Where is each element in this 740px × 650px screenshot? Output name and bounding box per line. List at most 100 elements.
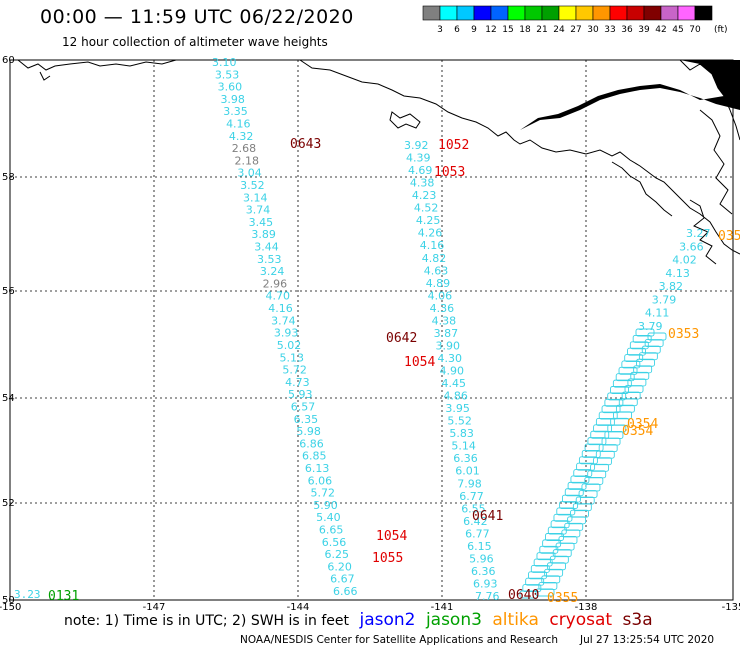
time-label-0643: 0643 xyxy=(290,137,321,152)
latitude-label: 50 xyxy=(2,595,15,606)
wave-height-value: 3.95 xyxy=(445,402,470,415)
wave-height-value: 4.16 xyxy=(420,239,445,252)
generated-timestamp: Jul 27 13:25:54 UTC 2020 xyxy=(580,634,715,646)
dense-track-mark xyxy=(567,516,587,525)
wave-height-value: 6.57 xyxy=(291,400,316,413)
time-label-0641: 0641 xyxy=(472,509,503,524)
dense-track-mark xyxy=(632,334,652,343)
dense-track-mark xyxy=(522,584,542,593)
credit-line: NOAA/NESDIS Center for Satellite Applica… xyxy=(240,634,558,646)
dense-track-mark xyxy=(610,386,629,394)
wave-height-value: 6.15 xyxy=(467,540,492,553)
wave-height-value: 7.76 xyxy=(475,590,500,603)
wave-height-value: 3.52 xyxy=(240,179,264,192)
wave-height-value: 6.77 xyxy=(459,490,484,503)
dense-track-mark xyxy=(590,430,610,439)
wave-height-value: 3.44 xyxy=(254,241,278,254)
wave-height-value: 4.45 xyxy=(441,377,466,390)
dense-track-mark xyxy=(601,437,621,446)
legend-swatch xyxy=(694,5,713,21)
dense-track-mark xyxy=(564,488,584,497)
time-label-0131: 0131 xyxy=(48,589,79,604)
legend-tick-label: 30 xyxy=(587,25,599,35)
dense-track-mark xyxy=(578,490,598,498)
wave-height-value: 3.53 xyxy=(215,68,240,81)
wave-height-value: 6.93 xyxy=(473,577,498,590)
wave-height-value: 4.25 xyxy=(416,214,441,227)
wave-height-value: 4.38 xyxy=(432,314,457,327)
wave-height-value: 2.96 xyxy=(263,277,288,290)
satellite-jason3: jason3 xyxy=(425,610,482,630)
dense-track-mark xyxy=(561,494,581,503)
wave-height-value: 6.85 xyxy=(302,450,327,463)
longitude-label: -150 xyxy=(0,602,21,613)
time-label-1053: 1053 xyxy=(434,165,465,180)
wave-height-value: 5.72 xyxy=(282,364,307,377)
wave-height-value: 4.30 xyxy=(438,352,463,365)
dense-track-mark xyxy=(519,590,539,599)
track-c-values: 3.273.664.024.133.823.794.113.79 xyxy=(638,227,711,333)
longitude-label: -141 xyxy=(431,602,454,613)
wave-height-value: 6.25 xyxy=(325,548,350,561)
dense-track-mark xyxy=(618,366,638,375)
wave-height-value: 5.14 xyxy=(451,440,476,453)
legend-tick-label: 21 xyxy=(536,25,547,35)
coastline xyxy=(17,59,740,265)
dense-track-mark xyxy=(615,373,635,382)
satellite-jason2: jason2 xyxy=(359,610,416,630)
dense-track-mark xyxy=(621,360,641,369)
time-label-1052: 1052 xyxy=(438,138,469,153)
wave-height-value: 3.74 xyxy=(271,314,296,327)
dense-track-mark xyxy=(561,529,581,538)
legend-tick-label: 9 xyxy=(471,25,477,35)
page-title: 00:00 — 11:59 UTC 06/22/2020 xyxy=(40,6,354,28)
time-label-1055: 1055 xyxy=(372,551,403,566)
dense-track-mark xyxy=(604,431,624,439)
longitude-label: -135 xyxy=(722,602,740,613)
legend-tick-label: 27 xyxy=(570,25,581,35)
dense-track-mark xyxy=(553,513,573,522)
edge-value-323: 3.23 xyxy=(14,588,41,601)
longitude-label: -144 xyxy=(287,602,310,613)
dense-track-mark xyxy=(636,358,655,367)
legend-tick-label: 39 xyxy=(638,25,650,35)
wave-height-value: 4.70 xyxy=(265,290,290,303)
dense-track-mark xyxy=(576,462,596,471)
wave-height-value: 3.53 xyxy=(257,253,282,266)
wave-height-value: 3.79 xyxy=(652,293,677,306)
wave-height-value: 4.38 xyxy=(410,177,435,190)
wave-height-value: 3.79 xyxy=(638,320,663,333)
dense-track-mark xyxy=(601,405,621,414)
dense-track-mark xyxy=(641,345,661,354)
wave-height-value: 4.06 xyxy=(428,289,453,302)
dense-track-mark xyxy=(587,437,607,446)
dense-track-mark xyxy=(559,501,579,509)
note-text: note: 1) Time is in UTC; 2) SWH is in fe… xyxy=(64,613,350,629)
dense-track-mark xyxy=(581,483,601,492)
dense-track-mark xyxy=(567,481,587,490)
longitude-label: -147 xyxy=(143,602,166,613)
wave-height-value: 7.98 xyxy=(457,477,482,490)
lat-lon-grid: -150 -147 -144 -141 -138 -135 60 58 56 54 52 50 xyxy=(0,55,740,613)
legend-unit: (ft) xyxy=(714,25,728,35)
dense-track-mark xyxy=(607,392,627,401)
wave-height-value: 5.93 xyxy=(288,388,313,401)
wave-height-value: 4.39 xyxy=(406,152,431,165)
wave-height-value: 3.82 xyxy=(659,280,684,293)
wave-height-value: 6.06 xyxy=(308,474,333,487)
legend-note: note: 1) Time is in UTC; 2) SWH is in fe… xyxy=(64,610,653,630)
dense-track-mark xyxy=(578,456,598,465)
wave-height-value: 5.02 xyxy=(277,339,302,352)
dense-track-mark xyxy=(570,475,590,484)
wave-height-value: 3.92 xyxy=(404,139,429,152)
dense-track-mark xyxy=(573,469,593,478)
latitude-label: 54 xyxy=(2,393,15,404)
map-frame xyxy=(9,59,734,601)
wave-height-value: 4.23 xyxy=(412,189,437,202)
dense-track-mark xyxy=(630,371,650,380)
wave-height-value: 6.67 xyxy=(330,573,355,586)
wave-height-value: 4.26 xyxy=(418,227,443,240)
wave-height-value: 3.45 xyxy=(249,216,274,229)
satellite-cryosat: cryosat xyxy=(549,610,613,630)
wave-height-value: 3.14 xyxy=(243,191,268,204)
